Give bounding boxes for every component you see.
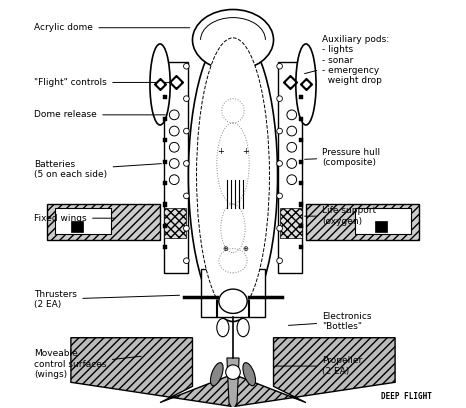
Bar	[300, 245, 303, 249]
Ellipse shape	[150, 44, 170, 125]
Bar	[300, 117, 303, 121]
Text: Batteries
(5 on each side): Batteries (5 on each side)	[34, 160, 161, 179]
Bar	[163, 138, 166, 142]
Bar	[163, 117, 166, 121]
Bar	[164, 62, 188, 273]
Text: Pressure hull
(composite): Pressure hull (composite)	[305, 148, 380, 167]
Bar	[163, 202, 166, 206]
Ellipse shape	[237, 319, 249, 337]
Ellipse shape	[211, 363, 223, 386]
Circle shape	[277, 258, 282, 264]
Circle shape	[277, 226, 282, 231]
Bar	[55, 208, 111, 234]
Circle shape	[287, 126, 297, 136]
Polygon shape	[71, 338, 395, 407]
Bar	[300, 95, 303, 100]
Circle shape	[277, 63, 282, 69]
Ellipse shape	[217, 319, 229, 337]
Circle shape	[184, 63, 189, 69]
Text: DEEP FLIGHT: DEEP FLIGHT	[381, 392, 432, 401]
Bar	[163, 224, 166, 228]
Circle shape	[287, 175, 297, 184]
Bar	[163, 95, 166, 100]
Circle shape	[277, 128, 282, 134]
Bar	[300, 202, 303, 206]
Bar	[163, 181, 166, 185]
Bar	[375, 222, 387, 232]
Text: Acrylic dome: Acrylic dome	[34, 23, 190, 32]
Text: Moveable
control surfaces
(wings): Moveable control surfaces (wings)	[34, 349, 141, 379]
Text: Fixed wings: Fixed wings	[34, 214, 115, 223]
Circle shape	[226, 365, 240, 379]
Circle shape	[169, 175, 179, 184]
Circle shape	[169, 159, 179, 169]
Bar	[71, 222, 83, 232]
Circle shape	[169, 142, 179, 152]
Text: "Flight" controls: "Flight" controls	[34, 78, 170, 87]
Ellipse shape	[197, 38, 269, 313]
Circle shape	[287, 110, 297, 120]
Circle shape	[287, 142, 297, 152]
Circle shape	[184, 193, 189, 199]
Bar	[306, 204, 419, 240]
Circle shape	[169, 126, 179, 136]
Circle shape	[169, 110, 179, 120]
Bar	[300, 181, 303, 185]
Circle shape	[277, 193, 282, 199]
Bar	[280, 208, 302, 238]
Circle shape	[277, 161, 282, 166]
Circle shape	[184, 258, 189, 264]
Bar	[164, 208, 186, 238]
Bar	[355, 208, 411, 234]
Circle shape	[184, 226, 189, 231]
Text: +: +	[242, 147, 248, 156]
Bar	[163, 160, 166, 164]
Bar	[300, 138, 303, 142]
Circle shape	[287, 159, 297, 169]
Bar	[300, 160, 303, 164]
Bar	[278, 62, 302, 273]
Ellipse shape	[296, 44, 316, 125]
Text: ⊕: ⊕	[222, 246, 228, 252]
Text: Auxiliary pods:
- lights
- sonar
- emergency
  weight drop: Auxiliary pods: - lights - sonar - emerg…	[305, 35, 389, 85]
Text: Dome release: Dome release	[34, 110, 165, 120]
Text: Thrusters
(2 EA): Thrusters (2 EA)	[34, 290, 179, 309]
Text: +: +	[218, 147, 224, 156]
Ellipse shape	[243, 363, 255, 386]
Text: Life support
(oxygen): Life support (oxygen)	[305, 206, 376, 226]
Ellipse shape	[192, 9, 274, 70]
Circle shape	[184, 161, 189, 166]
Text: Electronics
"Bottles": Electronics "Bottles"	[288, 312, 372, 331]
Text: Propeller
(2 EA): Propeller (2 EA)	[276, 357, 363, 376]
Circle shape	[277, 96, 282, 102]
Text: ⊕: ⊕	[242, 246, 248, 252]
Ellipse shape	[219, 289, 247, 313]
Ellipse shape	[188, 30, 278, 322]
Circle shape	[184, 96, 189, 102]
Bar	[300, 224, 303, 228]
Bar	[47, 204, 160, 240]
Circle shape	[184, 128, 189, 134]
Polygon shape	[227, 358, 239, 408]
Bar	[163, 245, 166, 249]
Bar	[200, 269, 266, 317]
